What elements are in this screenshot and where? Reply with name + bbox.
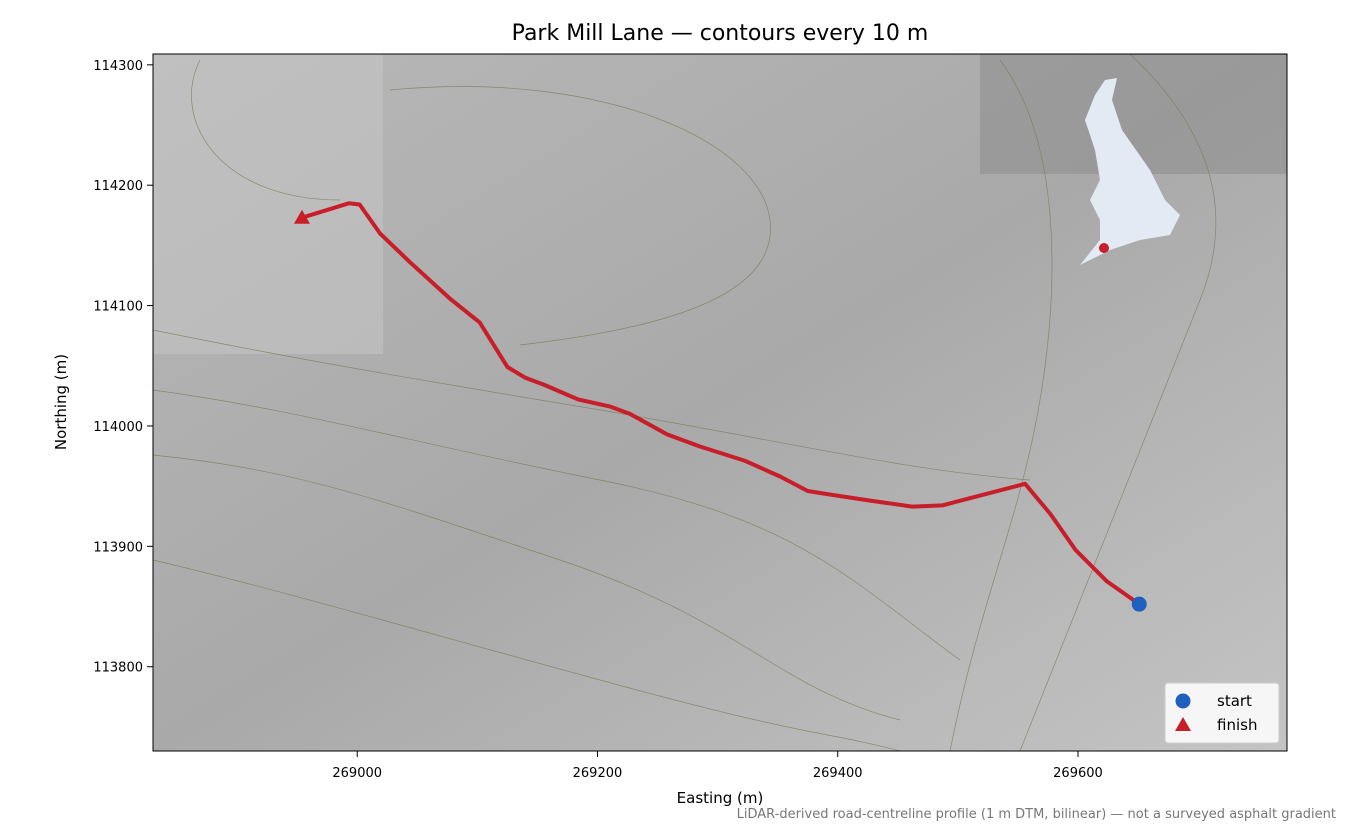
footnote: LiDAR-derived road-centreline profile (1…: [737, 807, 1336, 822]
x-tick-label: 269400: [813, 766, 863, 781]
finish-marker: [293, 209, 310, 224]
y-tick-label: 113900: [93, 540, 143, 555]
hillshade: [153, 54, 1287, 751]
plot-frame: [152, 53, 1288, 752]
y-tick-label: 114100: [93, 300, 143, 315]
x-tick-label: 269600: [1053, 766, 1103, 781]
start-marker: [1131, 596, 1147, 612]
y-axis-label: Northing (m): [52, 354, 70, 450]
inset-location: [1099, 243, 1109, 253]
inset-map: [1080, 78, 1180, 265]
legend: start finish: [1164, 682, 1280, 744]
route-line: [301, 201, 1141, 606]
y-tick-label: 114300: [93, 59, 143, 74]
x-tick-label: 269200: [573, 766, 623, 781]
legend-label: start: [1217, 692, 1252, 710]
legend-label: finish: [1217, 716, 1257, 734]
legend-marker: [1175, 717, 1191, 731]
y-tick-label: 114200: [93, 179, 143, 194]
x-axis-label: Easting (m): [677, 789, 764, 807]
y-tick-label: 113800: [93, 661, 143, 676]
legend-box: [1164, 682, 1280, 744]
legend-marker: [1175, 693, 1191, 709]
y-tick-label: 114000: [93, 420, 143, 435]
x-tick-label: 269000: [332, 766, 382, 781]
chart-title: Park Mill Lane — contours every 10 m: [512, 21, 929, 46]
